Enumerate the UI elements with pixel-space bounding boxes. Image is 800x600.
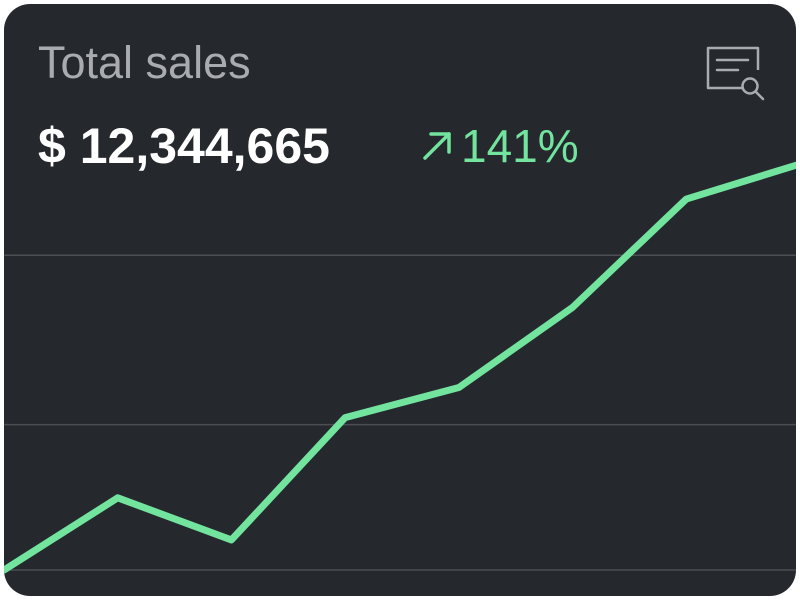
total-sales-card: Total sales $ 12,344,665 141%	[4, 4, 796, 596]
sales-line-chart	[4, 161, 796, 574]
sales-series-line-0	[4, 161, 796, 574]
report-search-icon[interactable]	[704, 44, 768, 104]
card-title: Total sales	[38, 37, 251, 88]
change-percent: 141%	[461, 120, 579, 172]
sales-amount: $ 12,344,665	[38, 118, 330, 174]
arrow-up-right-icon	[423, 132, 451, 160]
change-indicator: 141%	[417, 123, 579, 169]
